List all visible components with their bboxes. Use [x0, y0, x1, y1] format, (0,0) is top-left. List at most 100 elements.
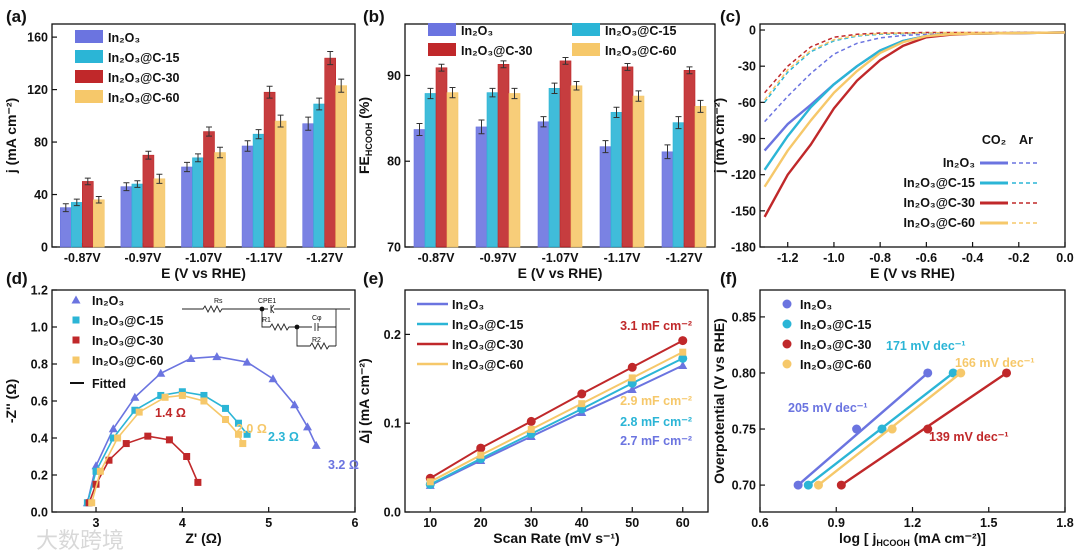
error-bar [305, 116, 312, 131]
impedance-annotation: 2.3 Ω [268, 430, 299, 444]
data-point [109, 434, 117, 442]
cv-fit-line [429, 351, 684, 483]
legend-label: In₂O₃@C-15 [108, 51, 179, 65]
data-point [135, 408, 143, 416]
bar [694, 106, 707, 248]
x-tick-label: -1.0 [823, 251, 845, 265]
y-tick-label: 0.1 [384, 417, 401, 431]
y-tick-label: 0.6 [31, 395, 48, 409]
x-tick-label: -0.8 [869, 251, 891, 265]
bar [683, 70, 696, 248]
y-tick-label: -180 [731, 241, 756, 255]
cv-fit-line [429, 364, 684, 487]
lsv-co2-line [763, 31, 1066, 171]
bar [599, 146, 612, 248]
legend-label: In₂O₃@C-15 [92, 314, 163, 328]
error-bar [635, 90, 642, 102]
bar [486, 92, 499, 248]
lsv-ar-line [764, 31, 1065, 94]
legend-label: In₂O₃ [800, 298, 832, 312]
bar [82, 181, 94, 248]
tafel-slope-annotation: 205 mV dec⁻¹ [788, 401, 868, 415]
legend-swatch [75, 90, 103, 103]
circuit-node [294, 324, 300, 330]
data-point [782, 319, 792, 329]
data-point [948, 368, 958, 378]
bar [153, 178, 166, 248]
error-bar [277, 114, 284, 128]
y-tick-label: -120 [731, 168, 756, 182]
bar [274, 120, 287, 248]
data-point [178, 388, 186, 396]
bar [661, 151, 674, 248]
y-tick-label: 90 [387, 69, 401, 83]
error-bar [316, 97, 323, 111]
y-tick-label: 120 [27, 83, 48, 97]
y-axis-label: Δj (mA cm⁻²) [356, 358, 372, 443]
legend-label: In₂O₃@C-15 [904, 176, 975, 190]
panel-d: (d) 0.0 0.2 0.4 0.6 0.8 1.0 1.2 3 4 5 6 Z' (Ω) -Z'' (… [3, 269, 359, 546]
circuit-label-cphi: Cφ [312, 315, 322, 322]
bar [335, 85, 348, 248]
legend-label: In₂O₃ [943, 156, 975, 170]
data-point [108, 424, 118, 433]
bar [537, 121, 550, 248]
bar [559, 60, 572, 248]
label-part: HCOOH [876, 538, 910, 548]
x-tick-label: 30 [524, 516, 538, 530]
y-tick-label: 70 [387, 241, 401, 255]
error-bar [327, 51, 334, 66]
x-tick-label: -0.87V [418, 251, 455, 265]
data-point [222, 404, 230, 412]
bar [120, 186, 133, 248]
data-point [144, 432, 152, 440]
legend-header-co2: CO₂ [982, 133, 1006, 147]
legend-label: In₂O₃@C-15 [452, 318, 523, 332]
data-point [131, 406, 139, 414]
x-tick-label: 5 [265, 516, 272, 530]
x-tick-label: -0.2 [1008, 251, 1030, 265]
error-bar [686, 66, 693, 75]
data-point [200, 391, 208, 399]
data-point [923, 368, 933, 378]
data-point [96, 467, 104, 475]
cv-fit-line [429, 339, 684, 480]
bar [214, 152, 226, 248]
x-tick-label: -0.97V [480, 251, 517, 265]
legend-label: In₂O₃@C-30 [92, 334, 163, 348]
legend-label: In₂O₃@C-60 [92, 354, 163, 368]
data-point [426, 478, 434, 486]
panel-label: (c) [720, 7, 741, 26]
legend-swatch [75, 30, 103, 43]
y-tick-label: 160 [27, 31, 48, 45]
error-bar [217, 146, 223, 159]
data-point [122, 440, 130, 448]
error-bar [540, 116, 547, 128]
y-tick-label: 0.0 [384, 506, 401, 520]
bar [142, 154, 155, 248]
legend-label: In₂O₃@C-60 [605, 44, 676, 58]
data-point [678, 360, 688, 369]
error-bar [449, 86, 456, 99]
x-tick-label: 20 [474, 516, 488, 530]
legend-swatch [428, 23, 456, 36]
x-tick-label: 50 [625, 516, 639, 530]
impedance-annotation: 3.2 Ω [328, 458, 359, 472]
panel-b: (b) 70 80 90 -0.87V -0.97V -1.07V -1.17V -1.27V E… [356, 7, 716, 281]
bar [131, 183, 144, 248]
data-point [157, 391, 165, 399]
x-tick-label: -1.17V [246, 251, 283, 265]
data-point [239, 440, 247, 448]
legend-swatch [428, 43, 456, 56]
error-bar [562, 56, 569, 65]
data-point [72, 336, 80, 344]
x-tick-label: -1.27V [666, 251, 703, 265]
fitted-line [90, 394, 244, 503]
bar [632, 95, 645, 248]
data-point [200, 397, 208, 405]
data-point [178, 391, 186, 399]
error-bar [613, 106, 620, 118]
data-point [793, 480, 803, 490]
x-tick-label: -1.17V [604, 251, 641, 265]
